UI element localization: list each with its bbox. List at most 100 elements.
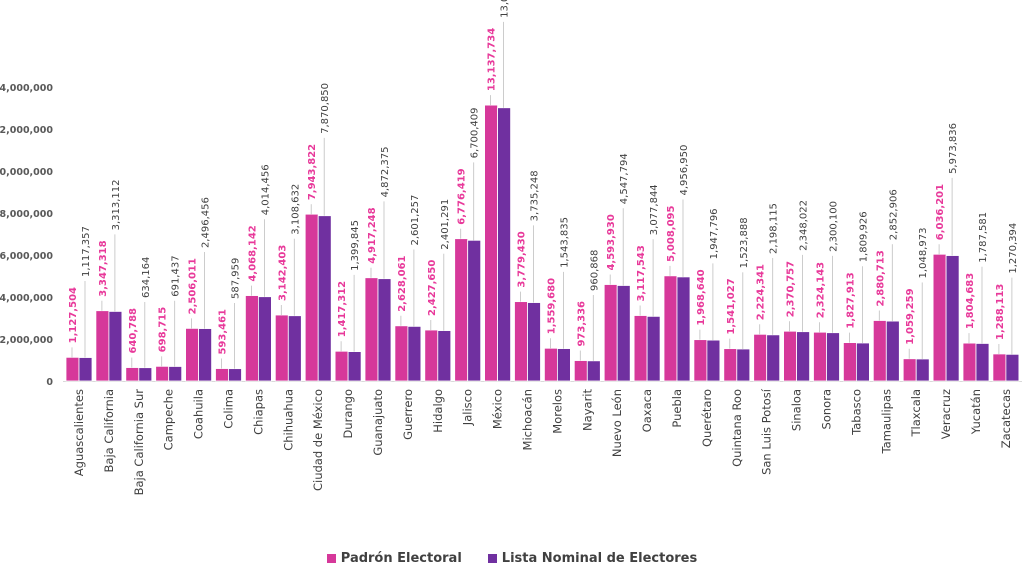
category-label: Guanajuato xyxy=(371,389,385,456)
legend: Padrón Electoral Lista Nominal de Electo… xyxy=(0,551,1024,566)
y-tick-label: 14,000,000 xyxy=(0,83,53,94)
data-label-padron: 1,059,259 xyxy=(905,288,916,344)
bar-lista xyxy=(616,285,631,382)
data-label-lista: 2,496,456 xyxy=(201,197,212,248)
y-tick-label: 10,000,000 xyxy=(0,167,53,178)
data-label-lista: 13,011,854 xyxy=(500,0,511,18)
data-label-lista: 2,852,906 xyxy=(888,189,899,240)
bar-lista xyxy=(407,325,422,382)
data-label-lista: 1,048,973 xyxy=(918,228,929,279)
data-label-padron: 2,427,650 xyxy=(427,260,438,316)
legend-label-padron: Padrón Electoral xyxy=(340,551,462,566)
y-tick-label: 8,000,000 xyxy=(0,209,53,220)
data-label-padron: 6,036,201 xyxy=(935,184,946,240)
category-label: Chiapas xyxy=(251,389,265,435)
bar-lista xyxy=(138,367,153,382)
bar-padron xyxy=(155,365,170,382)
bar-lista xyxy=(885,320,900,382)
data-label-padron: 2,628,061 xyxy=(397,255,408,311)
data-label-lista: 634,164 xyxy=(141,257,152,298)
category-label: Ciudad de México xyxy=(311,389,325,491)
category-label: Coahuila xyxy=(192,389,206,439)
data-label-lista: 1,947,796 xyxy=(709,208,720,259)
bar-lista xyxy=(168,366,183,382)
data-label-lista: 2,198,115 xyxy=(769,203,780,254)
bar-lista xyxy=(646,315,661,382)
bar-lista xyxy=(257,296,272,382)
category-label: Nayarit xyxy=(580,389,594,431)
legend-item-padron: Padrón Electoral xyxy=(326,551,462,566)
bar-padron xyxy=(843,342,857,382)
data-label-lista: 1,543,835 xyxy=(559,217,570,268)
bar-lista xyxy=(228,368,242,382)
bar-lista xyxy=(676,276,691,382)
data-label-lista: 960,868 xyxy=(589,250,600,291)
category-label: Tabasco xyxy=(849,389,863,436)
y-tick-label: 12,000,000 xyxy=(0,125,53,136)
bar-lista xyxy=(377,278,392,382)
category-label: Zacatecas xyxy=(999,389,1013,448)
data-label-lista: 7,870,850 xyxy=(320,83,331,134)
category-label: Veracruz xyxy=(939,389,953,439)
bar-lista xyxy=(736,348,751,382)
category-label: Jalisco xyxy=(461,389,475,426)
bar-padron xyxy=(992,353,1007,382)
bar-padron xyxy=(185,327,200,382)
bar-padron xyxy=(424,329,439,382)
legend-label-lista: Lista Nominal de Electores xyxy=(501,551,698,566)
data-label-padron: 4,917,248 xyxy=(367,207,378,263)
category-label: Hidalgo xyxy=(431,389,445,433)
bar-padron xyxy=(783,330,797,382)
category-label: Michoacán xyxy=(521,389,535,450)
bar-padron xyxy=(364,277,379,382)
data-label-padron: 2,370,757 xyxy=(786,261,797,317)
bar-lista xyxy=(497,107,512,382)
data-label-padron: 13,137,734 xyxy=(487,28,498,91)
data-label-lista: 3,735,248 xyxy=(530,170,541,221)
data-label-padron: 3,117,543 xyxy=(636,245,647,301)
data-label-padron: 640,788 xyxy=(128,308,139,354)
data-label-padron: 2,324,143 xyxy=(816,262,827,318)
y-tick-label: 6,000,000 xyxy=(0,251,53,262)
data-label-lista: 691,437 xyxy=(171,255,182,296)
bar-padron xyxy=(334,350,349,382)
data-label-padron: 4,593,930 xyxy=(606,214,617,270)
data-label-padron: 2,224,341 xyxy=(756,264,767,320)
data-label-padron: 1,968,640 xyxy=(696,269,707,325)
legend-swatch-lista xyxy=(487,554,497,563)
bar-lista xyxy=(796,331,810,382)
data-label-lista: 5,973,836 xyxy=(948,123,959,174)
bar-padron xyxy=(573,360,588,382)
bar-padron xyxy=(813,331,827,382)
data-label-padron: 3,347,318 xyxy=(98,240,109,296)
data-label-padron: 5,008,095 xyxy=(666,205,677,261)
data-label-padron: 593,461 xyxy=(218,309,229,355)
data-label-padron: 1,127,504 xyxy=(68,287,79,343)
data-label-lista: 4,872,375 xyxy=(380,147,391,198)
bar-padron xyxy=(304,213,319,382)
data-label-lista: 2,401,291 xyxy=(440,199,451,250)
data-label-lista: 1,523,888 xyxy=(739,217,750,268)
y-tick-label: 2,000,000 xyxy=(0,335,53,346)
data-label-padron: 6,776,419 xyxy=(457,168,468,224)
legend-item-lista: Lista Nominal de Electores xyxy=(487,551,698,566)
data-label-lista: 2,348,022 xyxy=(799,200,810,251)
bar-lista xyxy=(347,351,362,382)
data-label-lista: 2,601,257 xyxy=(410,195,421,246)
bar-padron xyxy=(962,342,977,382)
bar-padron xyxy=(753,333,768,382)
data-label-lista: 3,108,632 xyxy=(290,184,301,235)
data-label-padron: 7,943,822 xyxy=(307,144,318,200)
bar-padron xyxy=(244,295,259,382)
bar-padron xyxy=(514,301,528,382)
bar-lista xyxy=(766,334,781,382)
bar-padron xyxy=(95,310,110,382)
category-label: Querétaro xyxy=(700,389,714,447)
data-label-padron: 973,336 xyxy=(576,301,587,347)
bar-lista xyxy=(557,348,571,382)
bar-padron xyxy=(544,347,558,382)
bar-lista xyxy=(317,215,332,382)
data-label-padron: 2,880,713 xyxy=(875,250,886,306)
data-label-lista: 4,014,456 xyxy=(260,164,271,215)
y-tick-label: 0 xyxy=(46,377,53,388)
